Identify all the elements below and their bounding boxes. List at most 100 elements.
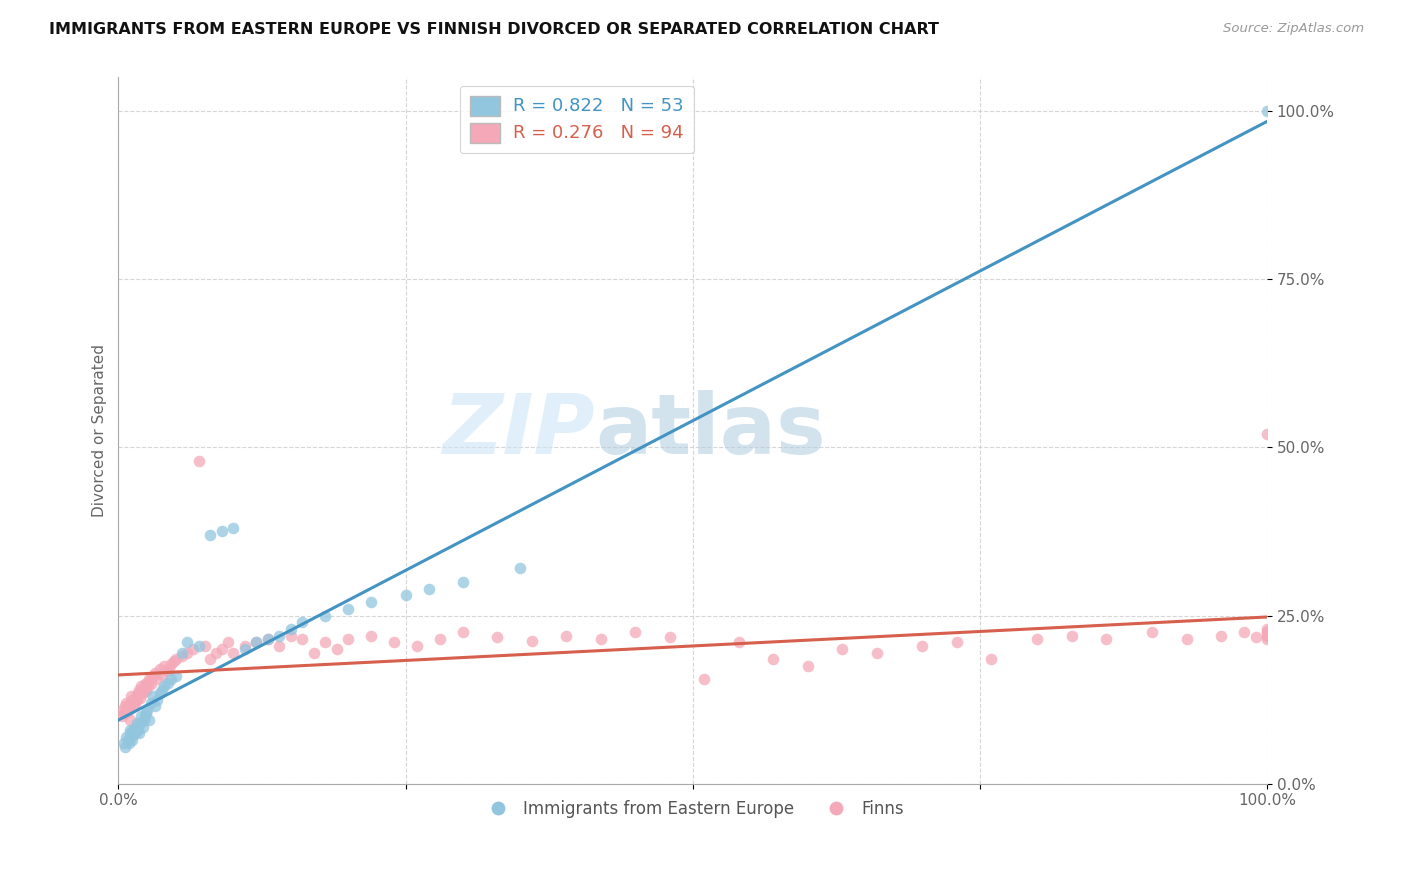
Point — [200, 652, 222, 666]
Point — [211, 524, 233, 539]
Point — [233, 642, 256, 657]
Point — [1060, 629, 1083, 643]
Point — [187, 639, 209, 653]
Point — [325, 642, 347, 657]
Point — [269, 629, 291, 643]
Point — [176, 635, 198, 649]
Point — [256, 632, 278, 646]
Point — [980, 652, 1002, 666]
Point — [509, 561, 531, 575]
Point — [139, 696, 162, 710]
Point — [111, 709, 134, 723]
Point — [337, 632, 360, 646]
Point — [118, 726, 141, 740]
Point — [117, 733, 139, 747]
Point — [124, 726, 146, 740]
Point — [127, 723, 149, 737]
Point — [302, 646, 325, 660]
Point — [127, 686, 149, 700]
Point — [911, 639, 934, 653]
Point — [120, 690, 142, 704]
Point — [693, 673, 716, 687]
Point — [156, 664, 179, 678]
Point — [143, 699, 166, 714]
Point — [115, 696, 138, 710]
Point — [138, 713, 160, 727]
Point — [1256, 426, 1278, 441]
Point — [658, 630, 681, 644]
Point — [118, 698, 141, 712]
Point — [222, 521, 245, 535]
Point — [946, 635, 969, 649]
Point — [142, 669, 165, 683]
Text: ZIP: ZIP — [443, 390, 595, 471]
Point — [211, 642, 233, 657]
Point — [150, 667, 173, 681]
Point — [200, 528, 222, 542]
Point — [1026, 632, 1049, 646]
Point — [360, 629, 382, 643]
Point — [394, 588, 416, 602]
Point — [165, 669, 187, 683]
Point — [114, 739, 136, 754]
Point — [1256, 632, 1278, 646]
Point — [360, 595, 382, 609]
Point — [141, 670, 163, 684]
Point — [162, 654, 184, 668]
Point — [121, 733, 143, 747]
Point — [136, 703, 159, 717]
Point — [245, 635, 267, 649]
Point — [451, 574, 474, 589]
Text: atlas: atlas — [595, 390, 825, 471]
Point — [112, 736, 135, 750]
Point — [1095, 632, 1118, 646]
Point — [129, 690, 152, 705]
Point — [129, 716, 152, 731]
Point — [139, 677, 162, 691]
Point — [118, 713, 141, 727]
Point — [337, 602, 360, 616]
Point — [120, 730, 142, 744]
Point — [1175, 632, 1198, 646]
Point — [122, 699, 145, 714]
Point — [727, 635, 749, 649]
Point — [1256, 104, 1278, 119]
Point — [112, 706, 135, 720]
Point — [1209, 629, 1232, 643]
Point — [222, 646, 245, 660]
Point — [205, 646, 228, 660]
Y-axis label: Divorced or Separated: Divorced or Separated — [93, 344, 107, 517]
Point — [150, 682, 173, 697]
Point — [118, 736, 141, 750]
Point — [118, 723, 141, 737]
Point — [1256, 622, 1278, 636]
Point — [122, 723, 145, 737]
Point — [128, 682, 150, 697]
Point — [115, 730, 138, 744]
Point — [181, 642, 204, 657]
Point — [124, 696, 146, 710]
Point — [149, 686, 172, 700]
Point — [1256, 625, 1278, 640]
Point — [291, 632, 314, 646]
Point — [125, 716, 148, 731]
Point — [406, 639, 429, 653]
Point — [865, 646, 887, 660]
Point — [131, 720, 153, 734]
Point — [280, 622, 302, 636]
Point — [142, 690, 165, 704]
Point — [170, 648, 193, 663]
Point — [1244, 630, 1267, 644]
Point — [114, 699, 136, 714]
Point — [429, 632, 451, 646]
Point — [124, 690, 146, 704]
Point — [831, 642, 853, 657]
Point — [176, 646, 198, 660]
Point — [382, 635, 405, 649]
Point — [143, 665, 166, 680]
Text: IMMIGRANTS FROM EASTERN EUROPE VS FINNISH DIVORCED OR SEPARATED CORRELATION CHAR: IMMIGRANTS FROM EASTERN EUROPE VS FINNIS… — [49, 22, 939, 37]
Point — [112, 703, 135, 717]
Point — [187, 454, 209, 468]
Point — [245, 635, 267, 649]
Point — [194, 639, 217, 653]
